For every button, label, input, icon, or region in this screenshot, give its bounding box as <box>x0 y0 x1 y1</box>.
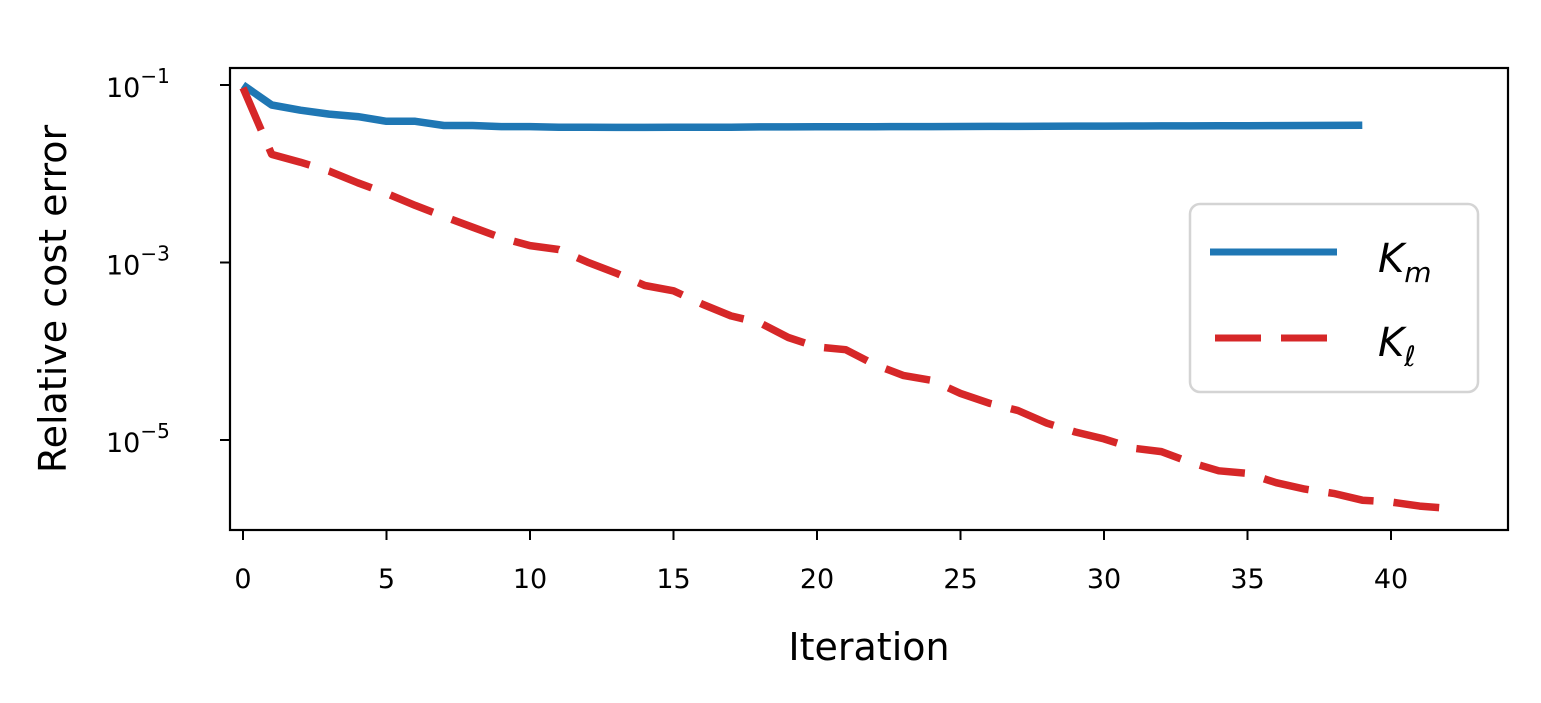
x-tick-label: 5 <box>378 564 395 595</box>
y-tick-label: 10−1 <box>106 64 170 104</box>
y-axis-label: Relative cost error <box>31 125 75 474</box>
axes-frame <box>228 66 1510 532</box>
legend: Km Kℓ <box>1188 202 1480 394</box>
x-tick-label: 0 <box>234 564 251 595</box>
y-tick-label: 10−5 <box>106 419 170 459</box>
series-line-kl <box>239 86 1449 513</box>
x-tick-label: 25 <box>943 564 977 595</box>
x-axis: 0 5 10 15 20 25 30 35 40 <box>234 530 1408 595</box>
legend-label-kl: Kℓ <box>1378 320 1416 373</box>
legend-label-km: Km <box>1378 236 1432 289</box>
y-axis: 10−1 10−3 10−5 <box>106 64 230 459</box>
legend-box <box>1188 202 1480 394</box>
x-tick-label: 10 <box>513 564 547 595</box>
x-tick-label: 35 <box>1230 564 1264 595</box>
y-tick-label: 10−3 <box>106 242 170 282</box>
x-tick-label: 30 <box>1087 564 1121 595</box>
x-tick-label: 40 <box>1374 564 1408 595</box>
series-line-km <box>240 81 1363 132</box>
plot-area <box>239 81 1449 513</box>
x-axis-label: Iteration <box>788 625 949 669</box>
x-tick-label: 20 <box>800 564 834 595</box>
x-tick-label: 15 <box>656 564 690 595</box>
